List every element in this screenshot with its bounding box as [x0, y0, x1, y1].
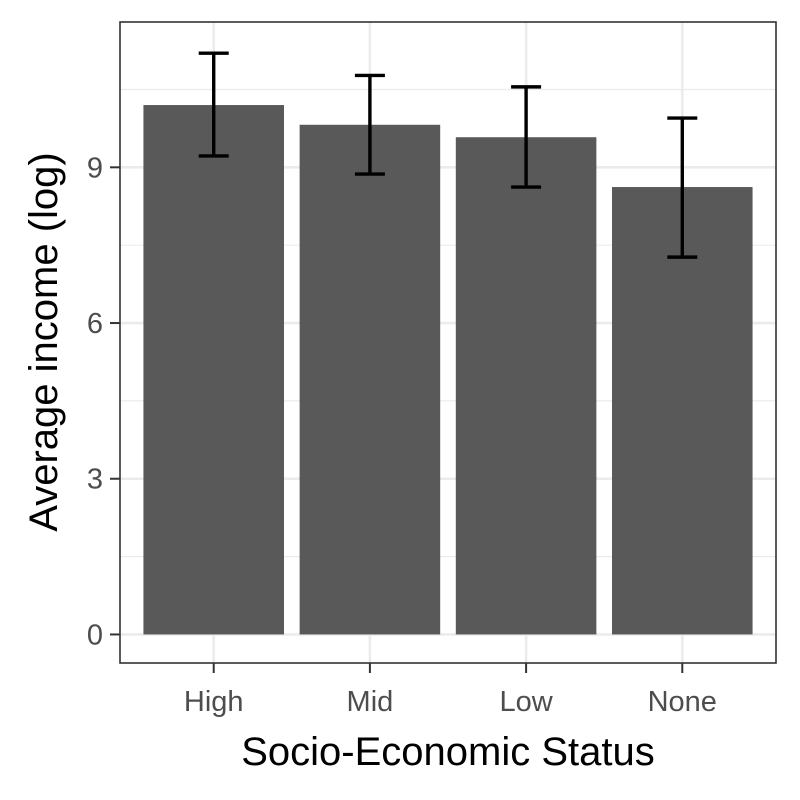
y-tick-label: 6 [87, 308, 103, 340]
bar-none [612, 187, 753, 635]
axis-ticks [110, 166, 684, 673]
x-tick-label: None [648, 686, 717, 718]
x-tick-label: Low [499, 686, 553, 718]
bar-mid [299, 124, 441, 635]
x-tick-label: High [184, 686, 244, 718]
x-axis-title: Socio-Economic Status [241, 730, 655, 774]
x-tick-label: Mid [347, 686, 394, 718]
axis-tick-labels: 0 3 6 9 High Mid Low None [87, 152, 717, 718]
y-tick-label: 9 [87, 152, 103, 184]
bar-low [455, 137, 597, 635]
y-tick-label: 0 [87, 619, 103, 651]
panel-border [119, 21, 777, 664]
bars [143, 105, 753, 635]
bar-high [143, 105, 284, 635]
y-axis-title: Average income (log) [22, 152, 66, 531]
error-bars [198, 51, 698, 259]
y-tick-label: 3 [87, 464, 103, 496]
